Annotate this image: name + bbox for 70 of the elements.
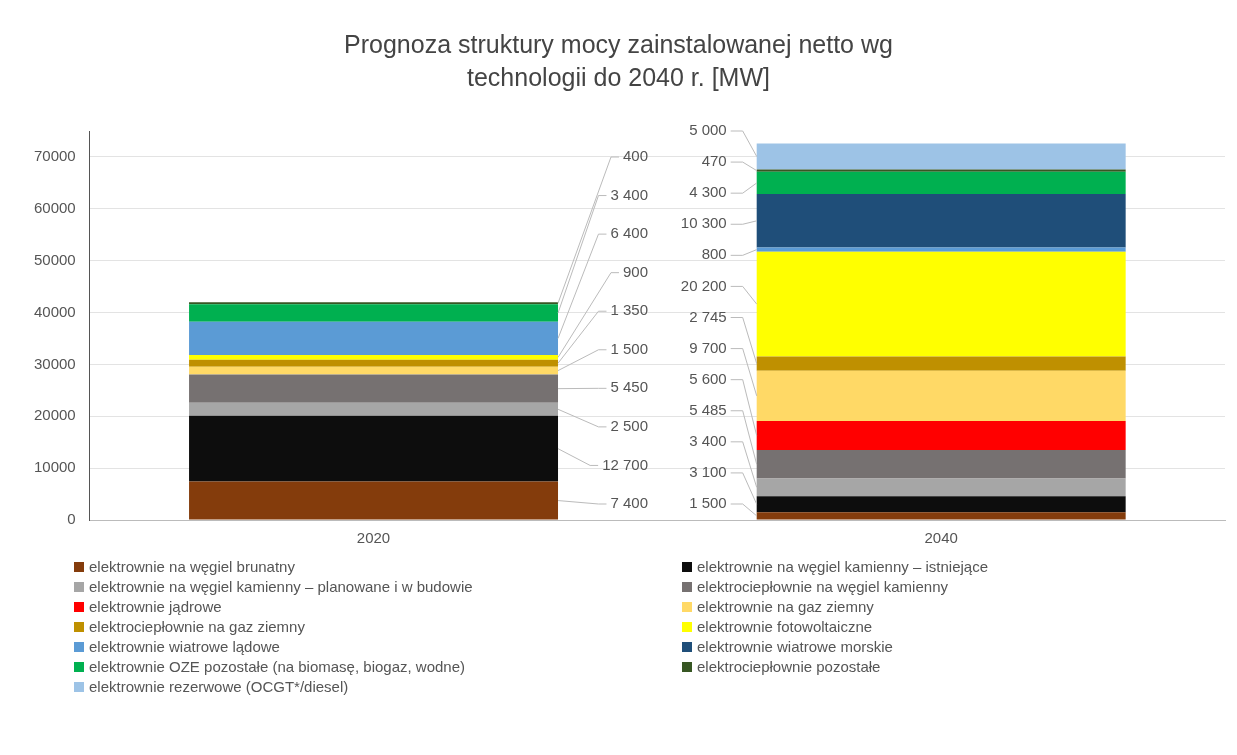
data-label: 7 400	[610, 494, 649, 512]
y-tick-label: 30000	[33, 354, 76, 372]
data-label: 9 700	[689, 338, 727, 356]
data-label: 400	[622, 147, 649, 165]
bar	[756, 478, 1126, 497]
data-label: 1 500	[610, 339, 649, 357]
y-tick-label: 70000	[33, 147, 76, 165]
data-label: 5 600	[689, 369, 727, 387]
legend-label: elektrownie na węgiel kamienny – istniejące	[697, 558, 988, 575]
data-label: 3 400	[610, 185, 649, 203]
x-tick-label: 2040	[924, 529, 958, 547]
y-tick-label: 0	[67, 510, 76, 528]
data-label: 12 700	[602, 455, 649, 473]
bar	[756, 421, 1126, 451]
legend-label: elektrownie wiatrowe lądowe	[89, 638, 280, 655]
y-tick-label: 50000	[33, 250, 76, 268]
data-label: 1 350	[610, 301, 649, 319]
legend-label: elektrownie jądrowe	[89, 598, 222, 615]
bar	[756, 450, 1126, 479]
legend-label: elektrownie fotowoltaiczne	[697, 618, 873, 635]
bar	[189, 366, 559, 375]
data-label: 20 200	[680, 276, 727, 294]
bar	[756, 512, 1126, 520]
bar	[189, 402, 559, 416]
y-tick-label: 10000	[33, 458, 76, 476]
y-tick-label: 60000	[33, 198, 76, 216]
bar	[756, 251, 1126, 357]
x-tick-label: 2020	[356, 529, 391, 547]
data-label: 900	[622, 262, 649, 280]
bar	[189, 415, 559, 482]
data-label: 1 500	[689, 494, 727, 512]
legend-label: elektrownie na gaz ziemny	[697, 598, 874, 615]
legend-label: elektrownie na węgiel kamienny – planowane i w budowie	[89, 578, 473, 595]
data-label: 3 100	[689, 463, 727, 481]
legend-label: elektrownie wiatrowe morskie	[697, 638, 893, 655]
y-tick-label: 40000	[33, 302, 76, 320]
data-label: 4 300	[689, 183, 727, 201]
bar	[189, 374, 559, 403]
bar	[189, 302, 559, 305]
bar	[756, 143, 1126, 170]
data-label: 5 485	[689, 400, 727, 418]
legend-label: elektrownie OZE pozostałe (na biomasę, biogaz, wodne)	[89, 658, 466, 675]
data-label: 5 000	[689, 121, 727, 139]
data-label: 10 300	[680, 214, 727, 232]
legend-label: elektrociepłownie na gaz ziemny	[89, 618, 305, 635]
data-label: 6 400	[610, 224, 649, 242]
bar	[756, 496, 1126, 513]
bar	[756, 370, 1126, 422]
bar	[189, 355, 559, 360]
legend-label: elektrociepłownie pozostałe	[697, 658, 881, 675]
y-tick-label: 20000	[33, 406, 76, 424]
data-label: 2 500	[610, 417, 649, 435]
bar	[756, 171, 1126, 195]
bar	[756, 247, 1126, 252]
bar	[756, 356, 1126, 371]
bar	[756, 194, 1126, 248]
data-label: 3 400	[689, 431, 727, 449]
data-label: 800	[701, 245, 727, 263]
bar	[189, 304, 559, 322]
bar	[189, 321, 559, 356]
bar	[756, 169, 1126, 172]
chart-title: Prognoza struktury mocy zainstalowanej netto wg technologii do 2040 r. [MW]	[343, 29, 894, 93]
data-label: 5 450	[610, 378, 649, 396]
data-label: 470	[701, 152, 727, 170]
legend-label: elektrownie rezerwowe (OCGT*/diesel)	[89, 678, 349, 695]
bar	[189, 359, 559, 367]
legend-label: elektrociepłownie na węgiel kamienny	[697, 578, 948, 595]
data-label: 2 745	[689, 307, 727, 325]
bar	[189, 481, 559, 520]
legend-label: elektrownie na węgiel brunatny	[89, 558, 295, 575]
